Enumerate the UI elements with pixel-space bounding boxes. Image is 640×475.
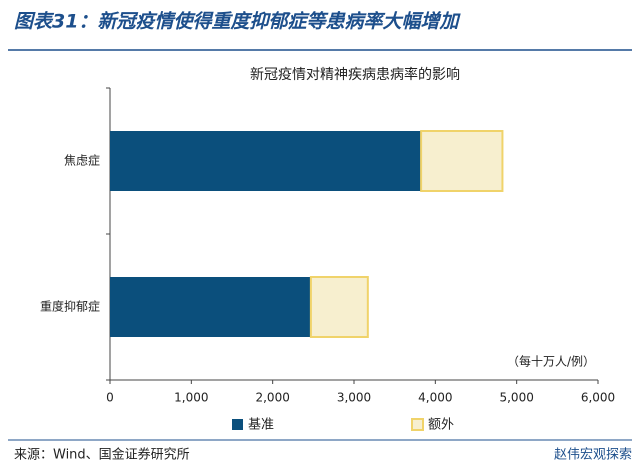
- legend-label: 基准: [248, 418, 274, 433]
- x-tick-label: 0: [106, 391, 114, 405]
- bar-segment: [309, 276, 369, 338]
- y-tick-label: 重度抑郁症: [40, 299, 100, 314]
- unit-note: （每十万人/例）: [507, 354, 595, 369]
- legend-swatch: [232, 419, 243, 430]
- bar-segment: [110, 277, 311, 337]
- x-tick-label: 5,000: [499, 391, 533, 405]
- y-tick-label: 焦虑症: [64, 153, 100, 168]
- x-tick-label: 4,000: [418, 391, 452, 405]
- legend-label: 额外: [428, 418, 454, 433]
- legend-swatch: [411, 418, 424, 431]
- x-tick-label: 2,000: [255, 391, 289, 405]
- watermark: 赵伟宏观探索: [554, 448, 632, 463]
- header: 图表31：新冠疫情使得重度抑郁症等患病率大幅增加: [14, 11, 461, 33]
- x-tick-label: 6,000: [581, 391, 615, 405]
- x-tick-label: 1,000: [174, 391, 208, 405]
- bar-segment: [110, 131, 422, 191]
- x-tick-label: 3,000: [337, 391, 371, 405]
- bar-segment: [420, 130, 504, 192]
- chart-title: 新冠疫情对精神疾病患病率的影响: [250, 66, 460, 83]
- source: 来源：Wind、国金证券研究所: [14, 447, 190, 463]
